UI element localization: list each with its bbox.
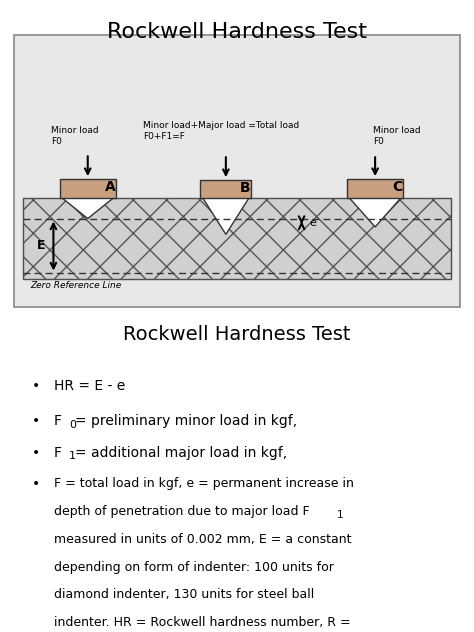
Text: C: C <box>392 180 402 194</box>
Polygon shape <box>203 198 249 234</box>
Text: F = total load in kgf, e = permanent increase in: F = total load in kgf, e = permanent inc… <box>54 477 354 490</box>
Text: measured in units of 0.002 mm, E = a constant: measured in units of 0.002 mm, E = a con… <box>54 533 351 546</box>
Polygon shape <box>349 198 401 227</box>
Text: HR = E - e: HR = E - e <box>54 379 125 393</box>
Text: diamond indenter, 130 units for steel ball: diamond indenter, 130 units for steel ba… <box>54 588 314 602</box>
Bar <box>60 179 116 198</box>
Text: depending on form of indenter: 100 units for: depending on form of indenter: 100 units… <box>54 561 334 574</box>
Text: Rockwell Hardness Test: Rockwell Hardness Test <box>107 22 367 42</box>
Text: Minor load
F0: Minor load F0 <box>373 126 420 145</box>
Text: = additional major load in kgf,: = additional major load in kgf, <box>75 446 287 459</box>
Text: Minor load+Major load =Total load
F0+F1=F: Minor load+Major load =Total load F0+F1=… <box>144 121 300 141</box>
Text: 1: 1 <box>337 510 343 520</box>
Text: depth of penetration due to major load F: depth of penetration due to major load F <box>54 505 310 518</box>
Text: •: • <box>32 414 40 428</box>
Text: F: F <box>54 414 62 428</box>
Text: Rockwell Hardness Test: Rockwell Hardness Test <box>123 325 351 344</box>
Text: B: B <box>240 181 251 195</box>
Text: F: F <box>54 446 62 459</box>
Text: Zero Reference Line: Zero Reference Line <box>30 281 121 290</box>
Text: 1: 1 <box>69 451 76 461</box>
Text: •: • <box>32 477 40 491</box>
Text: A: A <box>105 180 115 194</box>
Text: •: • <box>32 379 40 393</box>
Text: E: E <box>36 240 45 253</box>
Bar <box>201 180 251 198</box>
Bar <box>23 198 451 279</box>
Text: = preliminary minor load in kgf,: = preliminary minor load in kgf, <box>75 414 297 428</box>
Text: •: • <box>32 446 40 459</box>
Bar <box>347 179 403 198</box>
Bar <box>23 198 451 279</box>
Text: indenter. HR = Rockwell hardness number, R =: indenter. HR = Rockwell hardness number,… <box>54 616 350 629</box>
Text: e: e <box>310 218 317 228</box>
Text: Minor load
F0: Minor load F0 <box>51 126 99 145</box>
Polygon shape <box>62 198 114 219</box>
Text: 0: 0 <box>69 420 76 430</box>
